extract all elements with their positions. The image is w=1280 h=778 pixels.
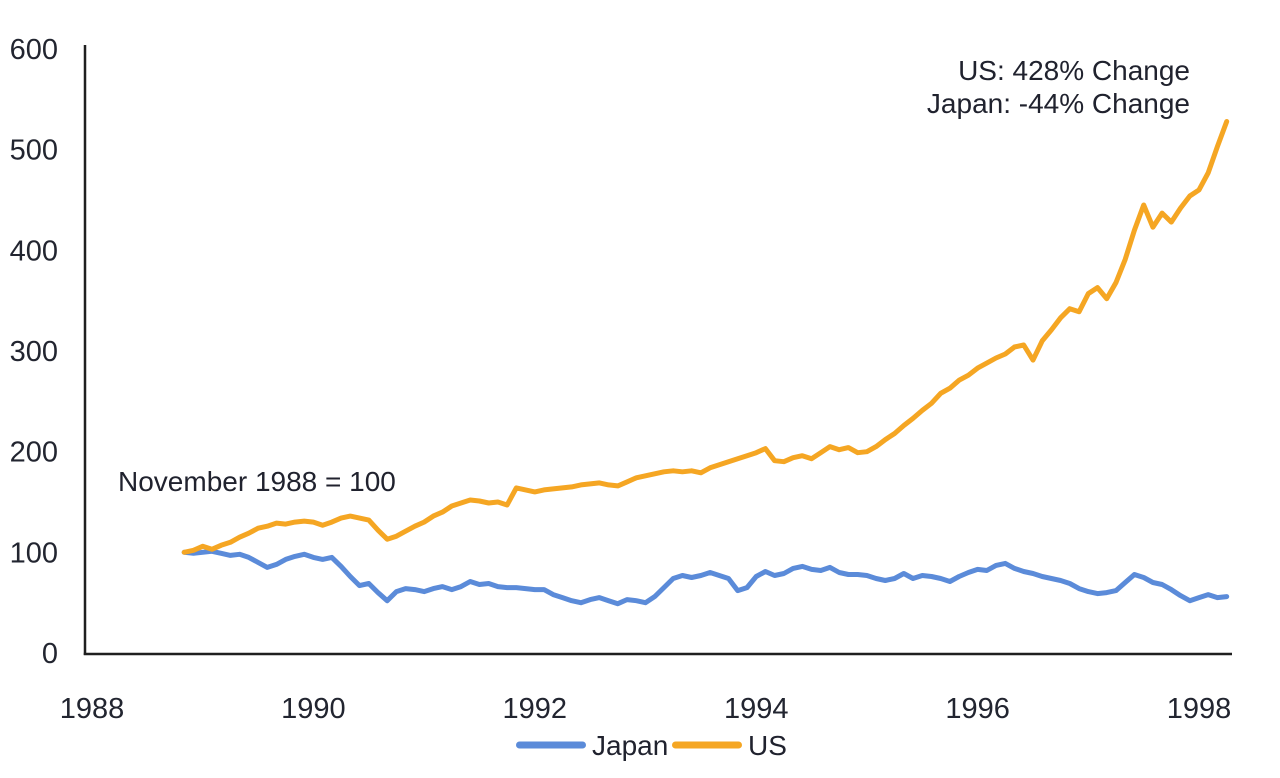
x-tick-label: 1998 [1167, 693, 1232, 725]
x-tick-label: 1994 [724, 693, 789, 725]
us-change-annotation: US: 428% Change [958, 55, 1190, 86]
japan-legend-label: Japan [592, 730, 668, 761]
y-tick-label: 400 [10, 235, 58, 267]
japan-series-line [181, 548, 1230, 607]
y-tick-label: 100 [10, 537, 58, 569]
legend: Japan US [516, 730, 787, 761]
us-legend-label: US [748, 730, 787, 761]
y-tick-label: 300 [10, 336, 58, 368]
y-tick-label: 0 [42, 638, 58, 670]
y-axis-tick-labels: 0 100 200 300 400 500 600 [10, 34, 58, 670]
japan-legend-swatch [516, 741, 586, 749]
index-base-annotation: November 1988 = 100 [118, 466, 396, 497]
japan-change-annotation: Japan: -44% Change [927, 88, 1190, 119]
x-tick-label: 1990 [281, 693, 346, 725]
x-tick-label: 1996 [945, 693, 1010, 725]
y-tick-label: 500 [10, 135, 58, 167]
x-tick-label: 1988 [60, 693, 125, 725]
x-axis-tick-labels: 1988 1990 1992 1994 1996 1998 [60, 693, 1232, 725]
y-tick-label: 200 [10, 437, 58, 469]
us-series-line [181, 119, 1230, 555]
x-tick-label: 1992 [503, 693, 568, 725]
y-tick-label: 600 [10, 34, 58, 66]
us-legend-swatch [672, 741, 742, 749]
